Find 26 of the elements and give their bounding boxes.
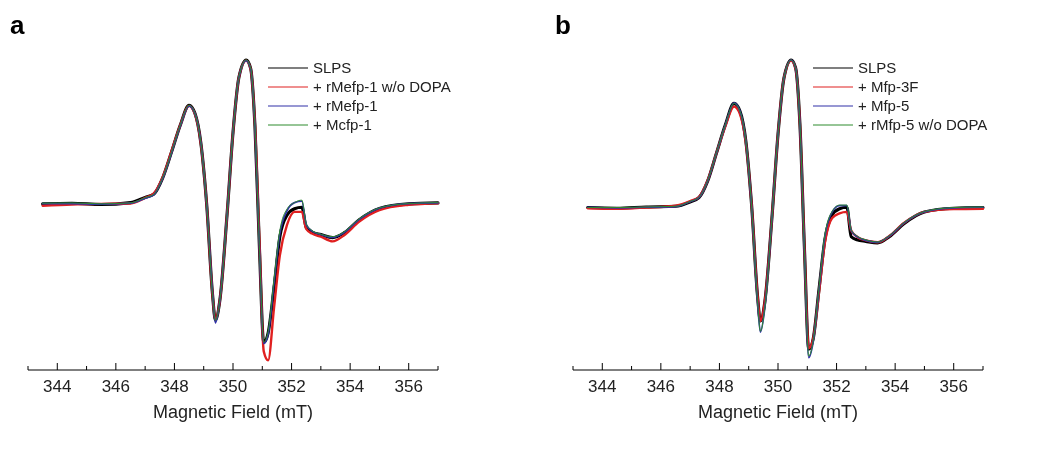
x-tick-label: 354	[880, 377, 910, 396]
chart-title: a	[10, 10, 25, 40]
x-tick-label: 348	[705, 377, 734, 396]
x-axis-title: Magnetic Field (mT)	[152, 402, 314, 422]
legend-label: SLPS	[858, 59, 897, 76]
legend-label: SLPS	[313, 59, 352, 76]
x-tick-label: 350	[763, 377, 793, 396]
chart-title: b	[555, 10, 571, 40]
x-tick-label: 350	[218, 377, 248, 396]
x-tick-label: 346	[646, 377, 676, 396]
x-tick-label: 354	[335, 377, 365, 396]
x-tick-label: 352	[277, 377, 306, 396]
legend-label: + rMfp-5 w/o DOPA	[858, 116, 988, 133]
x-tick-label: 344	[43, 377, 72, 396]
x-axis-title: Magnetic Field (mT)	[697, 402, 859, 422]
legend-label: + rMefp-1 w/o DOPA	[313, 78, 451, 95]
x-tick-label: 356	[939, 377, 968, 396]
legend-label: + Mfp-3F	[858, 78, 919, 95]
x-tick-label: 346	[101, 377, 131, 396]
legend-label: + Mfp-5	[858, 97, 910, 114]
x-tick-label: 348	[160, 377, 189, 396]
x-tick-label: 344	[588, 377, 617, 396]
x-tick-label: 352	[822, 377, 851, 396]
legend-label: + rMefp-1	[313, 97, 378, 114]
x-tick-label: 356	[394, 377, 423, 396]
legend-label: + Mcfp-1	[313, 116, 372, 133]
